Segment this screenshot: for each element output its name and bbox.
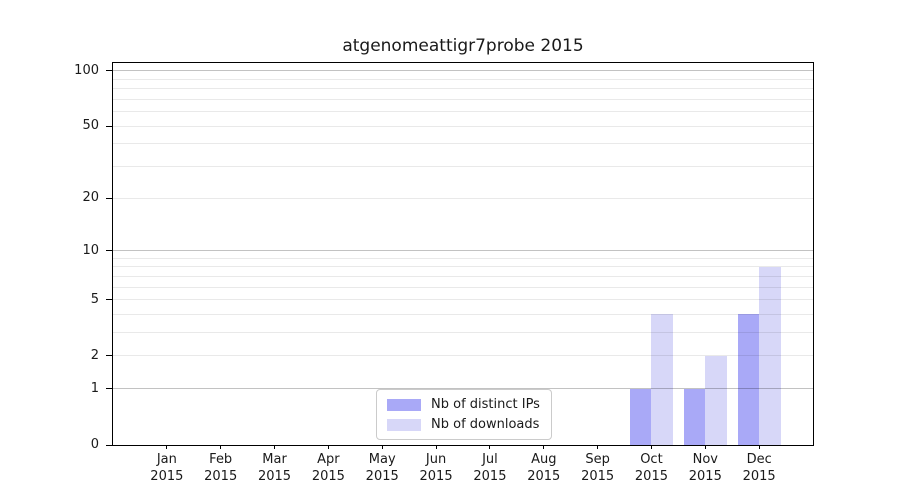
x-tick-year: 2015 <box>419 469 453 484</box>
bars-layer <box>113 63 813 445</box>
gridline-y-20 <box>113 197 813 199</box>
x-tick-label-dec: Dec 2015 <box>727 451 791 485</box>
x-tick-year: 2015 <box>204 469 238 484</box>
x-tick-year: 2015 <box>150 469 184 484</box>
gridline-y-10 <box>113 250 813 251</box>
x-tick-month: Nov <box>692 452 718 467</box>
x-tick-year: 2015 <box>581 469 615 484</box>
gridline-y-100 <box>113 70 813 72</box>
x-tick-month: Feb <box>209 452 233 467</box>
legend-item-downloads: Nb of downloads <box>387 417 540 432</box>
bar-nb-of-distinct-ips-nov <box>683 388 706 445</box>
legend: Nb of distinct IPs Nb of downloads <box>376 389 552 440</box>
bar-nb-of-distinct-ips-dec <box>737 314 760 445</box>
x-tick-month: Sep <box>585 452 610 467</box>
x-tick-label-jun: Jun 2015 <box>404 451 468 485</box>
grid-layer <box>113 63 813 445</box>
bar-nb-of-downloads-oct <box>651 314 673 445</box>
gridline-y-40 <box>113 143 813 145</box>
gridline-y-6 <box>113 286 813 288</box>
x-tick-month: Dec <box>746 452 772 467</box>
x-tick-year: 2015 <box>257 469 292 484</box>
x-tick-year: 2015 <box>742 469 776 484</box>
y-tick-label-0: 0 <box>90 437 99 452</box>
gridline-y-30 <box>113 165 813 167</box>
x-tick-year: 2015 <box>634 469 668 484</box>
y-tick-label-2: 2 <box>90 347 99 363</box>
y-tick-label-100: 100 <box>74 62 99 78</box>
x-tick-month: Aug <box>531 452 557 467</box>
chart-title: atgenomeattigr7probe 2015 <box>342 36 584 56</box>
legend-label-distinct-ips: Nb of distinct IPs <box>431 397 540 412</box>
gridline-y-90 <box>113 78 813 80</box>
bar-nb-of-downloads-dec <box>759 266 781 445</box>
x-tick-month: Oct <box>640 452 663 467</box>
x-tick-label-apr: Apr 2015 <box>296 451 360 485</box>
gridline-y-70 <box>113 98 813 100</box>
gridline-y-9 <box>113 257 813 259</box>
x-tick-month: Jul <box>482 452 498 467</box>
x-tick-month: Mar <box>262 452 287 467</box>
gridline-y-5 <box>113 299 813 301</box>
legend-swatch-distinct-ips <box>387 398 421 411</box>
gridline-y-2 <box>113 355 813 357</box>
x-tick-label-oct: Oct 2015 <box>619 451 683 485</box>
x-tick-year: 2015 <box>365 469 399 484</box>
y-tick-label-1: 1 <box>90 380 99 396</box>
gridline-y-7 <box>113 275 813 277</box>
x-tick-label-nov: Nov 2015 <box>673 451 737 485</box>
gridline-y-3 <box>113 332 813 334</box>
y-tick-label-50: 50 <box>82 118 99 134</box>
x-tick-month: Jun <box>425 452 447 467</box>
y-tick-label-10: 10 <box>82 242 99 258</box>
x-tick-label-jan: Jan 2015 <box>135 451 199 485</box>
x-tick-label-sep: Sep 2015 <box>566 451 630 485</box>
x-tick-month: May <box>368 452 396 467</box>
gridline-y-50 <box>113 125 813 127</box>
plot-area: Nb of distinct IPs Nb of downloads <box>112 62 814 446</box>
x-tick-label-aug: Aug 2015 <box>512 451 576 485</box>
y-tick-label-20: 20 <box>82 190 99 206</box>
bar-nb-of-distinct-ips-oct <box>629 388 652 445</box>
x-tick-year: 2015 <box>527 469 561 484</box>
x-tick-month: Jan <box>156 452 177 467</box>
x-tick-label-feb: Feb 2015 <box>189 451 253 485</box>
legend-label-downloads: Nb of downloads <box>431 417 540 432</box>
x-tick-year: 2015 <box>688 469 722 484</box>
gridline-y-60 <box>113 111 813 113</box>
gridline-y-1 <box>113 388 813 390</box>
bar-nb-of-downloads-nov <box>705 355 727 445</box>
x-tick-label-jul: Jul 2015 <box>458 451 522 485</box>
x-tick-year: 2015 <box>311 469 345 484</box>
gridline-y-4 <box>113 313 813 315</box>
gridline-y-8 <box>113 266 813 268</box>
x-tick-year: 2015 <box>473 469 507 484</box>
gridline-y-80 <box>113 88 813 90</box>
x-tick-month: Apr <box>317 452 340 467</box>
y-tick-label-5: 5 <box>90 291 99 307</box>
legend-item-distinct-ips: Nb of distinct IPs <box>387 397 540 412</box>
x-tick-label-mar: Mar 2015 <box>243 451 307 485</box>
legend-swatch-downloads <box>387 418 421 431</box>
x-tick-label-may: May 2015 <box>350 451 414 485</box>
